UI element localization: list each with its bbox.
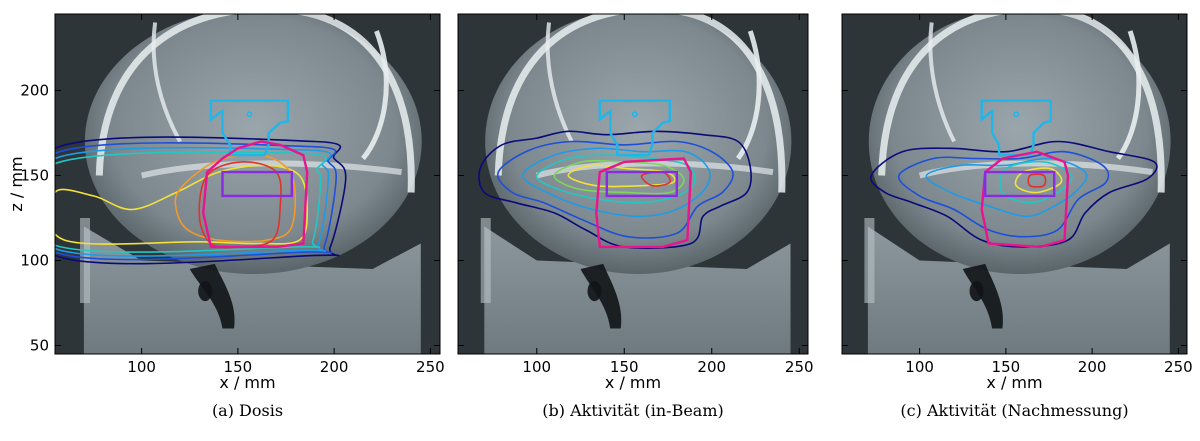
y-tick-label: 200 — [20, 82, 49, 100]
roi-cyan-dot — [1013, 111, 1020, 118]
y-tick-label: 100 — [20, 252, 49, 270]
contour-level-2 — [521, 147, 711, 218]
x-tick-label: 100 — [127, 358, 156, 376]
x-axis-label: x / mm — [219, 373, 275, 392]
x-tick-label: 100 — [905, 358, 934, 376]
contour-level-7 — [198, 161, 282, 249]
roi-cyan — [209, 99, 290, 157]
x-tick-label: 250 — [416, 358, 445, 376]
x-tick-label: 200 — [697, 358, 726, 376]
roi-cyan-dot — [246, 111, 253, 118]
contour-level-3 — [999, 160, 1073, 204]
contour-lines — [870, 99, 1158, 249]
plot-frame — [841, 13, 1188, 355]
x-axis-label: x / mm — [986, 373, 1042, 392]
plot-frame — [457, 13, 809, 355]
contour-level-0 — [478, 130, 752, 249]
x-tick-label: 150 — [224, 358, 253, 376]
y-tick-label: 50 — [30, 337, 49, 355]
contour-level-0 — [55, 136, 347, 265]
roi-cyan — [980, 99, 1052, 157]
x-tick-label: 150 — [992, 358, 1021, 376]
contour-level-7 — [1027, 173, 1047, 188]
roi-purple — [221, 170, 293, 198]
x-tick-label: 200 — [320, 358, 349, 376]
contour-level-1 — [496, 140, 734, 239]
panel-c: 100 150 200 250 x / mm (c) Aktivität (Nachmes… — [841, 13, 1193, 420]
contour-level-1 — [55, 142, 337, 261]
contour-level-5 — [1014, 167, 1063, 194]
panel-b: 100 150 200 250 x / mm (b) Aktivität (in-Beam… — [457, 13, 814, 420]
contour-level-3 — [55, 151, 327, 253]
contour-level-0 — [870, 140, 1158, 248]
roi-magenta — [980, 150, 1070, 249]
x-tick-label: 100 — [522, 358, 551, 376]
roi-magenta — [201, 140, 309, 249]
ct-image — [842, 14, 1187, 354]
roi-magenta — [595, 157, 693, 249]
roi-cyan — [598, 99, 671, 157]
x-tick-label: 150 — [610, 358, 639, 376]
contour-level-4 — [553, 159, 685, 195]
panel-caption: (b) Aktivität (in-Beam) — [542, 401, 724, 420]
x-tick-label: 200 — [1078, 358, 1107, 376]
panel-caption: (c) Aktivität (Nachmessung) — [900, 401, 1128, 420]
ct-image — [458, 14, 808, 354]
x-tick-label: 250 — [1164, 358, 1193, 376]
panel-a: 100 150 200 250 x / mm 50 100 150 200 z / mm (a) D… — [7, 13, 445, 420]
contour-lines — [55, 99, 347, 265]
plot-frame — [54, 13, 441, 355]
roi-cyan-dot — [631, 111, 638, 118]
y-axis-label: z / mm — [7, 156, 26, 211]
ct-image — [55, 14, 440, 354]
x-axis-label: x / mm — [605, 373, 661, 392]
y-tick-label: 150 — [20, 167, 49, 185]
contour-lines — [478, 99, 752, 249]
x-tick-label: 250 — [785, 358, 814, 376]
contour-level-1 — [897, 150, 1110, 238]
roi-purple — [605, 170, 678, 198]
contour-level-3 — [535, 154, 696, 204]
roi-purple — [984, 170, 1056, 198]
contour-level-5 — [55, 164, 309, 245]
panel-caption: (a) Dosis — [212, 401, 283, 420]
